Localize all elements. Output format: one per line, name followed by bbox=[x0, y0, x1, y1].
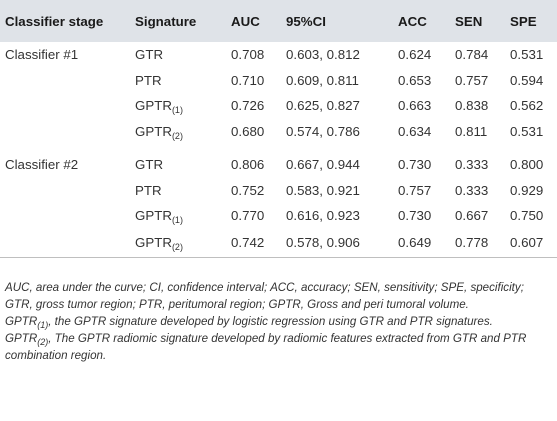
ci-cell: 0.625, 0.827 bbox=[286, 98, 360, 114]
results-table: Classifier stage Signature AUC 95%CI ACC… bbox=[0, 0, 557, 259]
auc-cell: 0.742 bbox=[226, 228, 281, 259]
acc-cell: 0.730 bbox=[398, 157, 432, 173]
table-footnotes: AUC, area under the curve; CI, confidenc… bbox=[5, 280, 553, 365]
acc-cell: 0.624 bbox=[398, 47, 432, 63]
sen-cell: 0.667 bbox=[455, 208, 489, 224]
signature-label: GTR bbox=[135, 157, 164, 173]
signature-cell: GPTR(2) bbox=[130, 119, 226, 145]
ci-cell: 0.603, 0.812 bbox=[286, 47, 360, 63]
header-cell: SPE bbox=[510, 13, 537, 29]
ci-cell: 0.667, 0.944 bbox=[286, 157, 360, 173]
ci-cell: 0.583, 0.921 bbox=[286, 182, 360, 198]
auc-cell: 0.770 bbox=[231, 208, 265, 224]
acc-cell: 0.663 bbox=[398, 98, 432, 114]
signature-label: GTR bbox=[135, 47, 164, 63]
auc-cell: 0.708 bbox=[231, 47, 265, 63]
table-row: GPTR(2) 0.742 0.578, 0.906 0.649 0.778 0.607 bbox=[0, 228, 557, 259]
footnote-1: GPTR(1), the GPTR signature developed by… bbox=[5, 314, 553, 331]
sen-cell: 0.778 bbox=[450, 228, 505, 259]
sen-cell: 0.811 bbox=[455, 124, 488, 140]
auc-cell: 0.710 bbox=[231, 72, 265, 88]
spe-cell: 0.750 bbox=[510, 208, 544, 224]
stage-cell bbox=[0, 119, 130, 145]
signature-label: GPTR bbox=[135, 208, 172, 224]
signature-subscript: (1) bbox=[171, 105, 183, 116]
signature-subscript: (2) bbox=[171, 242, 183, 253]
footnote-subscript: (2) bbox=[37, 336, 49, 347]
stage-cell bbox=[0, 93, 130, 119]
signature-cell: GTR bbox=[130, 42, 226, 68]
acc-cell: 0.757 bbox=[398, 182, 432, 198]
spe-cell: 0.607 bbox=[505, 228, 557, 259]
spe-cell: 0.594 bbox=[510, 72, 544, 88]
spe-cell: 0.800 bbox=[510, 157, 544, 173]
signature-label: PTR bbox=[135, 72, 162, 88]
signature-cell: GPTR(2) bbox=[130, 228, 226, 259]
signature-cell: GTR bbox=[130, 144, 226, 177]
sen-cell: 0.838 bbox=[455, 98, 489, 114]
table-row: PTR 0.752 0.583, 0.921 0.757 0.333 0.929 bbox=[0, 177, 557, 203]
footnote-text: , The GPTR radiomic signature developed … bbox=[5, 331, 527, 362]
sen-cell: 0.333 bbox=[455, 157, 489, 173]
header-cell: SEN bbox=[455, 13, 483, 29]
signature-cell: GPTR(1) bbox=[130, 203, 226, 229]
table-row: PTR 0.710 0.609, 0.811 0.653 0.757 0.594 bbox=[0, 68, 557, 94]
header-cell: 95%CI bbox=[286, 13, 326, 29]
abbreviations-note: AUC, area under the curve; CI, confidenc… bbox=[5, 281, 524, 311]
acc-cell: 0.653 bbox=[398, 72, 432, 88]
acc-cell: 0.649 bbox=[393, 228, 450, 259]
sen-cell: 0.757 bbox=[455, 72, 489, 88]
stage-cell bbox=[0, 228, 130, 259]
signature-cell: PTR bbox=[130, 68, 226, 94]
signature-subscript: (1) bbox=[171, 215, 183, 226]
auc-cell: 0.726 bbox=[231, 98, 265, 114]
stage-cell: Classifier #1 bbox=[5, 47, 79, 63]
spe-cell: 0.562 bbox=[510, 98, 544, 114]
stage-cell bbox=[0, 177, 130, 203]
header-cell: Classifier stage bbox=[5, 13, 104, 29]
spe-cell: 0.929 bbox=[510, 182, 544, 198]
header-cell: AUC bbox=[231, 13, 260, 29]
ci-cell: 0.578, 0.906 bbox=[281, 228, 393, 259]
footnote-subscript: (1) bbox=[37, 319, 49, 330]
auc-cell: 0.806 bbox=[231, 157, 265, 173]
acc-cell: 0.634 bbox=[398, 124, 432, 140]
ci-cell: 0.616, 0.923 bbox=[286, 208, 360, 224]
table-row: Classifier #2 GTR 0.806 0.667, 0.944 0.730 0.… bbox=[0, 144, 557, 177]
signature-cell: GPTR(1) bbox=[130, 93, 226, 119]
spe-cell: 0.531 bbox=[510, 124, 544, 140]
stage-cell bbox=[0, 203, 130, 229]
auc-cell: 0.752 bbox=[231, 182, 265, 198]
acc-cell: 0.730 bbox=[398, 208, 432, 224]
header-cell: Signature bbox=[135, 13, 197, 29]
signature-label: GPTR bbox=[135, 124, 172, 140]
footnote-term: GPTR bbox=[5, 314, 38, 328]
table-row: GPTR(1) 0.726 0.625, 0.827 0.663 0.838 0.562 bbox=[0, 93, 557, 119]
table-row: GPTR(2) 0.680 0.574, 0.786 0.634 0.811 0.531 bbox=[0, 119, 557, 145]
signature-label: GPTR bbox=[135, 98, 172, 114]
signature-cell: PTR bbox=[130, 177, 226, 203]
sen-cell: 0.784 bbox=[455, 47, 489, 63]
ci-cell: 0.574, 0.786 bbox=[286, 124, 360, 140]
auc-cell: 0.680 bbox=[231, 124, 265, 140]
footnote-text: , the GPTR signature developed by logist… bbox=[48, 314, 493, 328]
signature-subscript: (2) bbox=[171, 131, 183, 142]
table-row: Classifier #1 GTR 0.708 0.603, 0.812 0.624 0.… bbox=[0, 42, 557, 68]
signature-label: PTR bbox=[135, 182, 162, 198]
stage-cell: Classifier #2 bbox=[5, 157, 79, 173]
footnote-term: GPTR bbox=[5, 331, 38, 345]
sen-cell: 0.333 bbox=[455, 182, 489, 198]
spe-cell: 0.531 bbox=[510, 47, 544, 63]
footnote-2: GPTR(2), The GPTR radiomic signature dev… bbox=[5, 331, 553, 365]
header-cell: ACC bbox=[398, 13, 427, 29]
table-row: GPTR(1) 0.770 0.616, 0.923 0.730 0.667 0.750 bbox=[0, 203, 557, 229]
signature-label: GPTR bbox=[135, 235, 172, 251]
ci-cell: 0.609, 0.811 bbox=[286, 72, 359, 88]
header-row: Classifier stage Signature AUC 95%CI ACC… bbox=[0, 0, 557, 42]
stage-cell bbox=[0, 68, 130, 94]
